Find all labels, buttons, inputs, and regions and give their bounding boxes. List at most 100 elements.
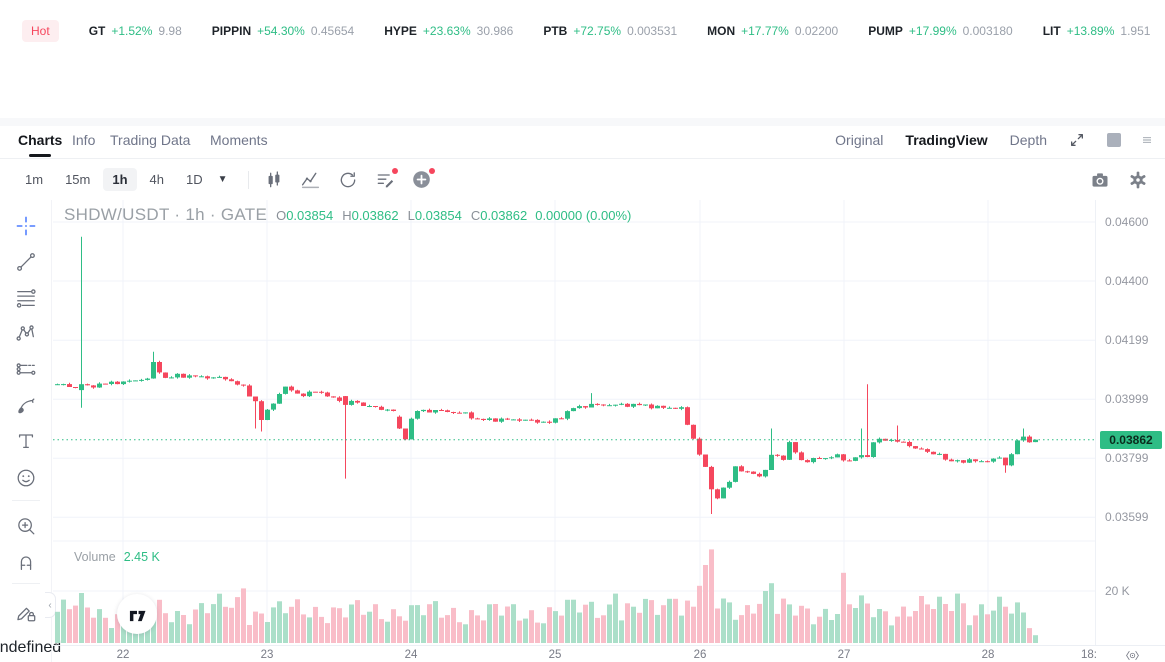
camera-icon[interactable] <box>1089 169 1111 191</box>
hot-ticker-bar: Hot GT +1.52% 9.98 PIPPIN +54.30% 0.45654… <box>0 12 1165 50</box>
drawing-tool-rail: undefined <box>0 200 61 662</box>
ticker-symbol: PIPPIN <box>211 24 252 38</box>
price-tick: 0.03999 <box>1105 392 1149 407</box>
magnet-tool[interactable] <box>12 548 40 576</box>
text-tool[interactable] <box>12 427 40 455</box>
last-price-tag: 0.03862 <box>1100 430 1162 449</box>
candlestick-plot[interactable]: SHDW/USDT · 1h · GATE O0.03854 H0.03862 L0.… <box>53 200 1095 645</box>
zoom-in-icon <box>15 515 37 537</box>
ticker-symbol: MON <box>707 24 736 38</box>
ticker-item-hype[interactable]: HYPE +23.63% 30.986 <box>384 24 513 38</box>
tab-charts[interactable]: Charts <box>18 132 63 148</box>
xabcd-pattern-icon <box>15 322 37 344</box>
ticker-symbol: GT <box>88 24 106 38</box>
emoji-icon <box>15 467 37 489</box>
legend-low: 0.03854 <box>414 208 462 223</box>
expand-icon[interactable] <box>1069 132 1085 148</box>
interval-1D[interactable]: 1D <box>186 171 203 187</box>
crosshair-tool[interactable] <box>12 212 40 240</box>
alert-edit-icon[interactable] <box>374 167 398 191</box>
chart-legend: SHDW/USDT · 1h · GATE O0.03854 H0.03862 L0.… <box>64 205 632 224</box>
tab-info[interactable]: Info <box>72 132 96 148</box>
section-divider <box>0 118 1165 126</box>
ticker-change: +23.63% <box>422 24 471 38</box>
fib-lines-icon <box>15 287 37 309</box>
ticker-item-lit[interactable]: LIT +13.89% 1.951 <box>1043 24 1151 38</box>
candles-icon[interactable] <box>263 169 285 191</box>
ticker-change: +72.75% <box>573 24 622 38</box>
time-tick: 25 <box>548 649 562 661</box>
ticker-item-gt[interactable]: GT +1.52% 9.98 <box>89 24 182 38</box>
tab-moments[interactable]: Moments <box>210 132 268 148</box>
ticker-price: 0.003531 <box>627 24 678 38</box>
price-tick: 0.04400 <box>1105 274 1149 288</box>
ticker-symbol: HYPE <box>384 24 417 38</box>
tradingview-logo[interactable] <box>117 594 157 634</box>
chart-mode-original[interactable]: Original <box>835 132 884 148</box>
time-axis[interactable]: 18: 22 23 24 25 26 27 28 <box>53 645 1165 662</box>
time-tick: 26 <box>693 649 707 661</box>
chart-mode-tradingview[interactable]: TradingView <box>905 132 988 148</box>
rail-divider <box>12 500 40 501</box>
interval-15m[interactable]: 15m <box>65 171 91 187</box>
chart-mode-depth[interactable]: Depth <box>1009 132 1047 148</box>
ticker-symbol: PUMP <box>868 24 903 38</box>
timezone-settings-icon[interactable] <box>1125 648 1140 662</box>
price-tick: 0.03799 <box>1105 451 1149 466</box>
trend-line-tool[interactable] <box>12 248 40 276</box>
price-tick: 0.04600 <box>1105 215 1149 229</box>
volume-tick: 20 K <box>1105 584 1130 598</box>
text-icon <box>15 430 37 452</box>
magnet-icon <box>15 551 37 573</box>
time-tick-partial: 18: <box>1081 649 1097 661</box>
time-tick: 28 <box>981 649 995 661</box>
ticker-item-mon[interactable]: MON +17.77% 0.02200 <box>707 24 838 38</box>
layout-square-icon[interactable] <box>1107 133 1121 147</box>
crosshair-icon <box>15 215 37 237</box>
toolbar-divider <box>247 170 249 189</box>
price-axis[interactable]: 0.03862 0.04600 0.04400 0.04199 0.03999 0.03… <box>1095 200 1165 645</box>
page-tabs: Charts Info Trading Data Moments Original T… <box>0 126 1165 159</box>
zoom-in-tool[interactable] <box>12 512 40 540</box>
projection-icon <box>15 359 37 381</box>
ticker-item-pippin[interactable]: PIPPIN +54.30% 0.45654 <box>212 24 354 38</box>
hot-badge: Hot <box>22 20 59 42</box>
brush-tool[interactable] <box>12 392 40 420</box>
add-circle-icon[interactable] <box>411 167 435 191</box>
time-tick: 27 <box>837 649 851 661</box>
emoji-tool[interactable] <box>12 464 40 492</box>
menu-icon[interactable] <box>1143 133 1151 147</box>
rail-collapse-handle[interactable]: ‹ <box>45 592 56 618</box>
tab-trading-data[interactable]: Trading Data <box>110 132 191 148</box>
ticker-price: 0.02200 <box>794 24 839 38</box>
brush-icon <box>15 395 37 417</box>
interval-4h[interactable]: 4h <box>149 171 164 187</box>
interval-1m[interactable]: 1m <box>25 171 44 187</box>
undefined-tool[interactable]: undefined <box>0 634 61 662</box>
interval-1h[interactable]: 1h <box>103 167 137 191</box>
volume-legend: Volume 2.45 K <box>74 550 160 564</box>
rail-divider <box>12 583 40 584</box>
legend-change: 0.00000 (0.00%) <box>535 208 632 223</box>
refresh-icon[interactable] <box>337 169 359 191</box>
chart-toolbar: 1m 15m 1h 4h 1D ▼ <box>0 159 1165 200</box>
legend-close: 0.03862 <box>480 208 528 223</box>
trend-line-icon <box>15 251 37 273</box>
ticker-symbol: LIT <box>1042 24 1061 38</box>
ticker-change: +1.52% <box>111 24 153 38</box>
ticker-item-ptb[interactable]: PTB +72.75% 0.003531 <box>543 24 677 38</box>
ticker-item-pump[interactable]: PUMP +17.99% 0.003180 <box>868 24 1012 38</box>
projection-tool[interactable] <box>12 356 40 384</box>
interval-dropdown-caret-icon[interactable]: ▼ <box>217 174 228 185</box>
gear-icon[interactable] <box>1127 169 1149 191</box>
pair-header: SHDW/USDT ▼ Shadow Token ★ 0.03862 $0.03… <box>0 52 1165 158</box>
draw-lock-tool[interactable] <box>12 598 40 626</box>
ticker-change: +13.89% <box>1066 24 1115 38</box>
notification-dot <box>428 167 435 174</box>
ticker-price: 0.003180 <box>962 24 1013 38</box>
indicators-icon[interactable] <box>300 169 322 191</box>
xabcd-pattern-tool[interactable] <box>12 319 40 347</box>
fib-lines-tool[interactable] <box>12 284 40 312</box>
undefined-icon: undefined <box>0 639 62 656</box>
chart-region: undefined ‹ SHDW/USDT · 1h · GATEO0.0385… <box>0 200 1165 662</box>
